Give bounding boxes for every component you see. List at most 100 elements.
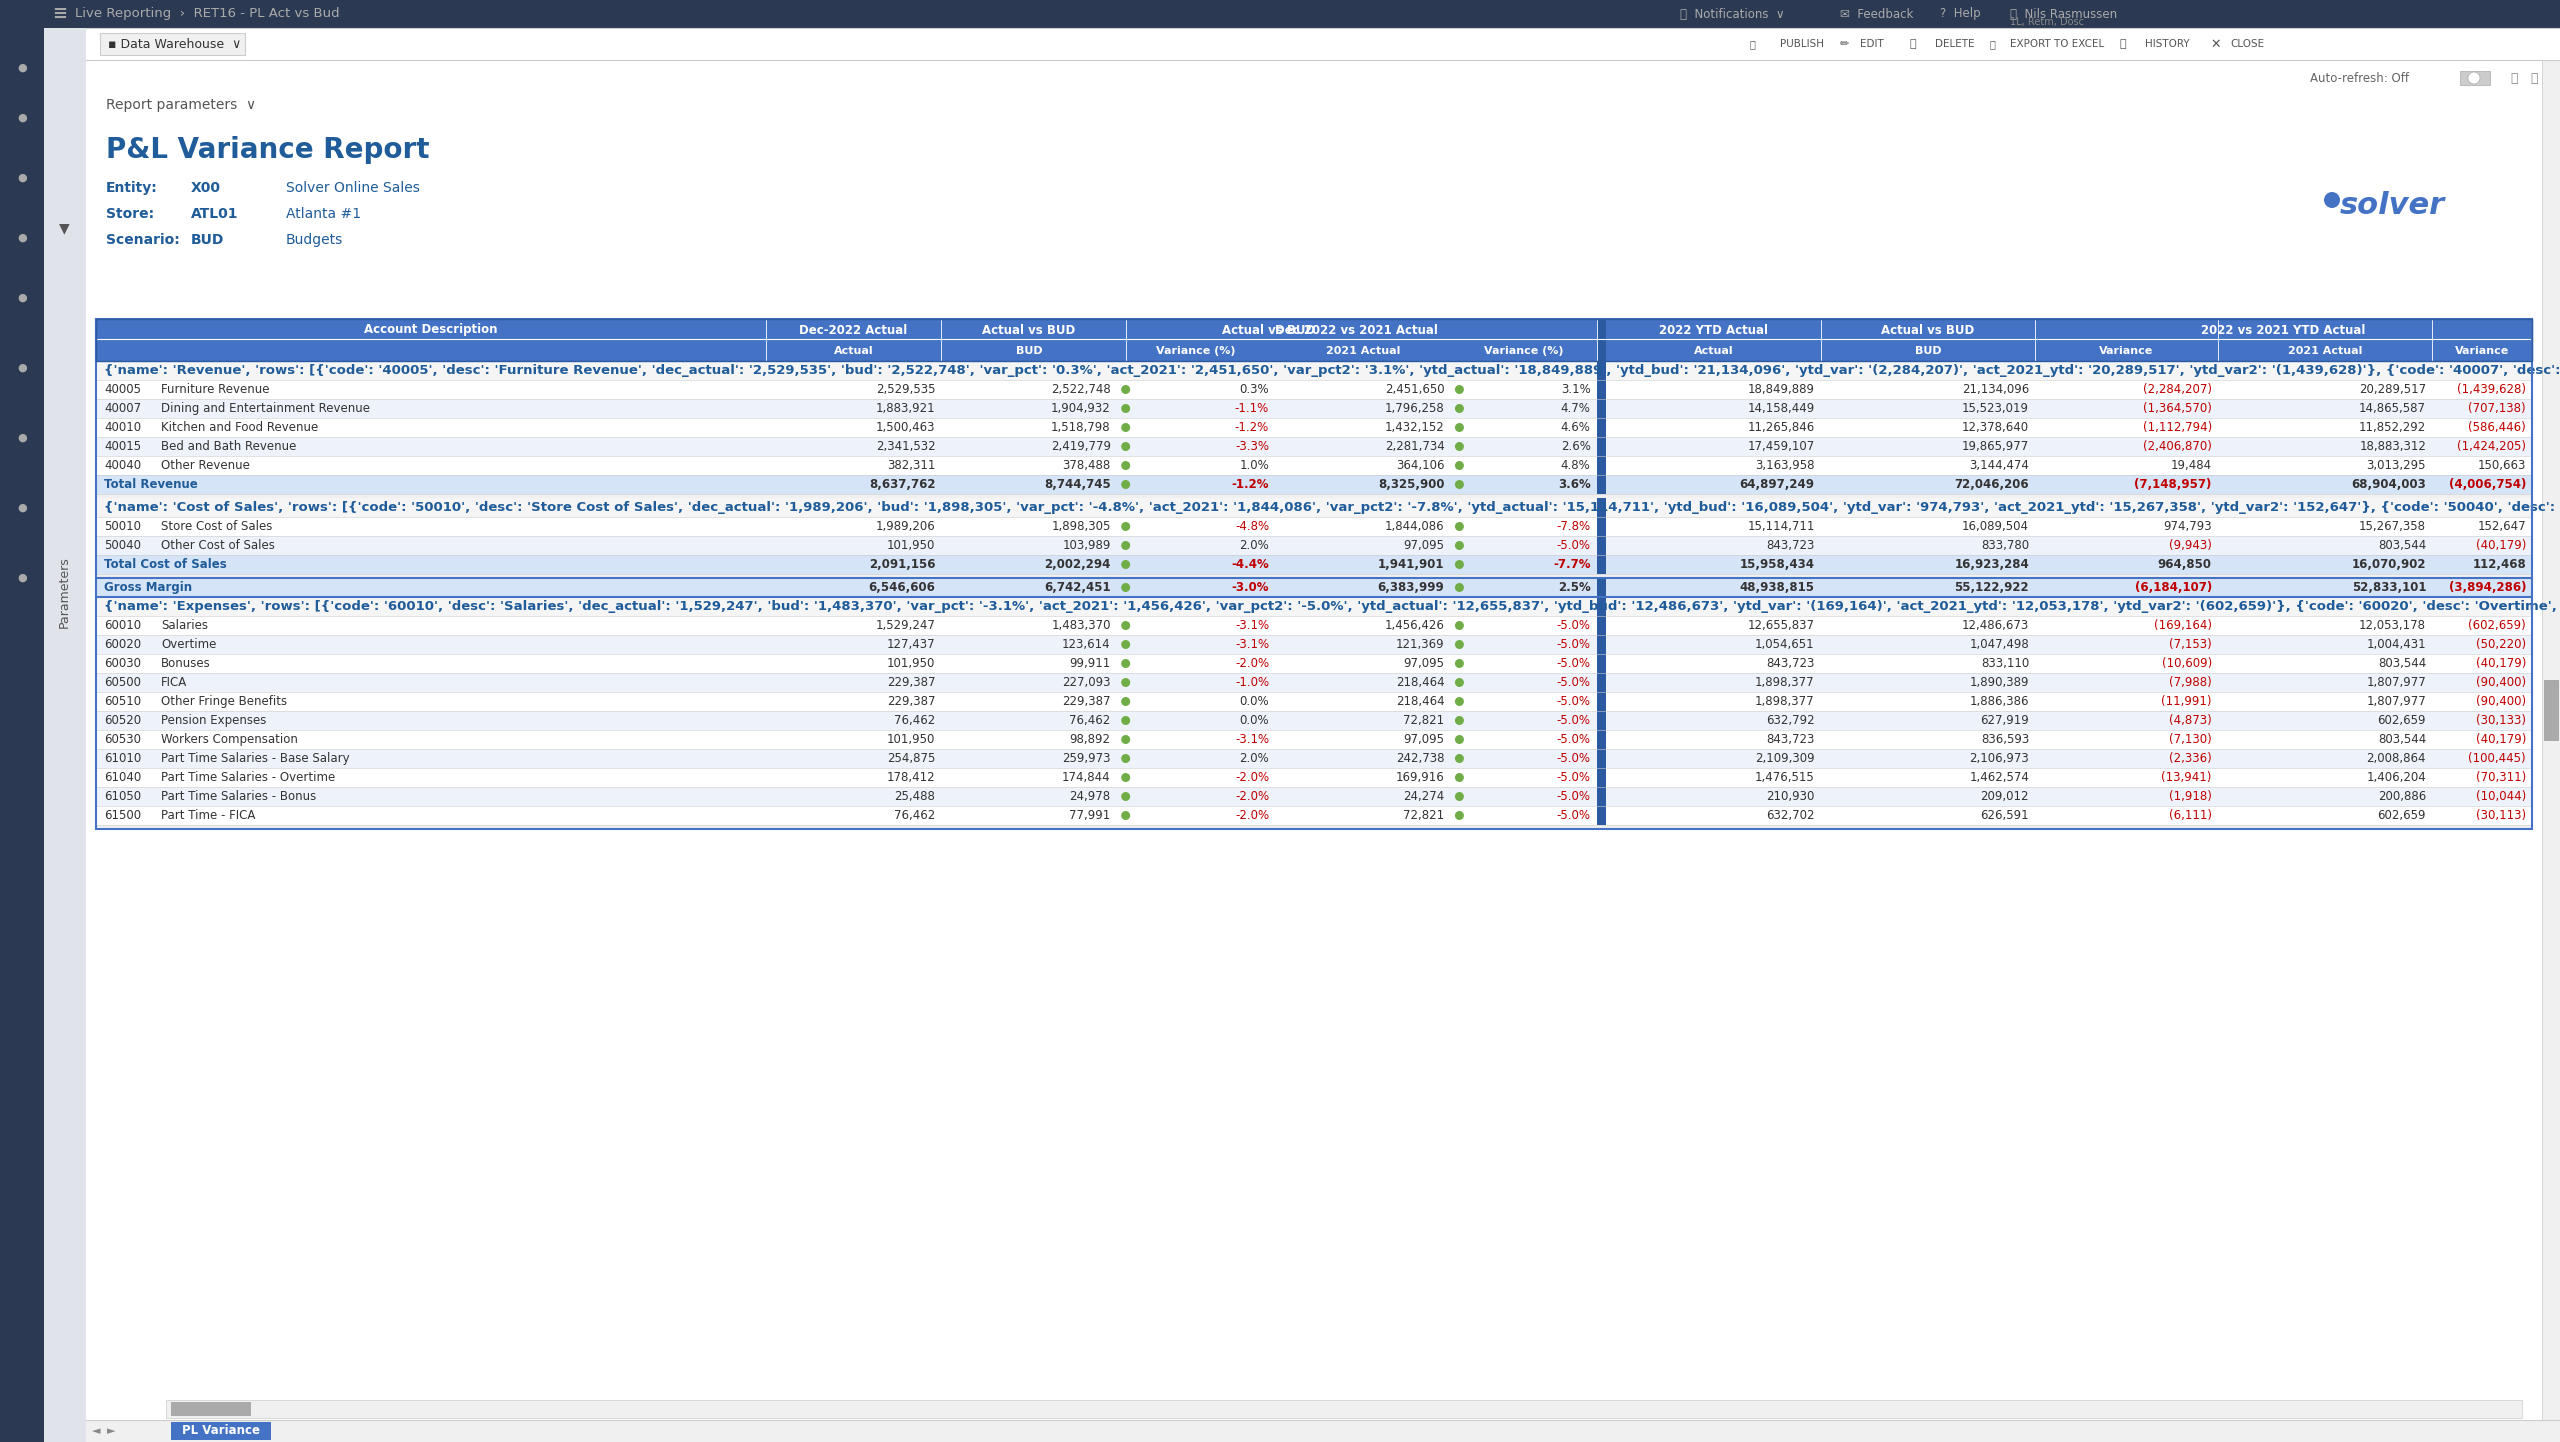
Text: 178,412: 178,412 [886, 771, 934, 784]
Text: 8,637,762: 8,637,762 [868, 477, 934, 490]
Text: 12,486,673: 12,486,673 [1961, 619, 2030, 632]
Text: Actual vs BUD: Actual vs BUD [1882, 323, 1974, 336]
Text: Dining and Entertainment Revenue: Dining and Entertainment Revenue [161, 402, 371, 415]
Circle shape [1454, 385, 1464, 394]
Text: Part Time Salaries - Overtime: Part Time Salaries - Overtime [161, 771, 335, 784]
Text: 76,462: 76,462 [1070, 714, 1111, 727]
Text: -1.2%: -1.2% [1234, 421, 1270, 434]
Text: 150,663: 150,663 [2478, 459, 2527, 472]
Circle shape [1121, 678, 1129, 686]
Text: 626,591: 626,591 [1981, 809, 2030, 822]
FancyBboxPatch shape [1597, 711, 1605, 730]
Text: 18,883,312: 18,883,312 [2360, 440, 2427, 453]
Text: 836,593: 836,593 [1981, 733, 2030, 746]
Text: (6,184,107): (6,184,107) [2135, 581, 2212, 594]
FancyBboxPatch shape [1597, 418, 1605, 437]
Text: 1,432,152: 1,432,152 [1385, 421, 1444, 434]
Text: 👤  Nils Rasmussen: 👤 Nils Rasmussen [2010, 7, 2117, 20]
Text: 60520: 60520 [105, 714, 141, 727]
Text: 1,989,206: 1,989,206 [876, 521, 934, 534]
Text: Bed and Bath Revenue: Bed and Bath Revenue [161, 440, 297, 453]
Text: 112,468: 112,468 [2473, 558, 2527, 571]
Circle shape [1121, 443, 1129, 451]
Text: 77,991: 77,991 [1070, 809, 1111, 822]
Text: Overtime: Overtime [161, 637, 218, 650]
FancyBboxPatch shape [1597, 399, 1605, 418]
FancyBboxPatch shape [1597, 748, 1605, 769]
Text: 1,500,463: 1,500,463 [876, 421, 934, 434]
Text: ✉  Feedback: ✉ Feedback [1841, 7, 1912, 20]
Text: 24,274: 24,274 [1403, 790, 1444, 803]
Circle shape [1454, 423, 1464, 433]
Text: HISTORY: HISTORY [2145, 39, 2189, 49]
Text: 602,659: 602,659 [2378, 714, 2427, 727]
Circle shape [1454, 522, 1464, 531]
FancyBboxPatch shape [1597, 497, 1605, 518]
Text: ⬜: ⬜ [2529, 72, 2537, 85]
FancyBboxPatch shape [97, 495, 2532, 497]
Circle shape [1454, 696, 1464, 707]
Text: 3,144,474: 3,144,474 [1969, 459, 2030, 472]
Text: (10,609): (10,609) [2161, 658, 2212, 671]
Text: BUD: BUD [192, 234, 225, 247]
Text: -3.3%: -3.3% [1234, 440, 1270, 453]
Text: Other Cost of Sales: Other Cost of Sales [161, 539, 274, 552]
FancyBboxPatch shape [97, 518, 2532, 536]
Text: 2.6%: 2.6% [1562, 440, 1590, 453]
Text: Part Time - FICA: Part Time - FICA [161, 809, 256, 822]
Text: 25,488: 25,488 [893, 790, 934, 803]
FancyBboxPatch shape [97, 319, 2532, 360]
Text: 72,821: 72,821 [1403, 714, 1444, 727]
FancyBboxPatch shape [1597, 769, 1605, 787]
Circle shape [1121, 810, 1129, 820]
Text: -4.8%: -4.8% [1234, 521, 1270, 534]
FancyBboxPatch shape [97, 456, 2532, 474]
Text: 61050: 61050 [105, 790, 141, 803]
FancyBboxPatch shape [1597, 474, 1605, 495]
Text: Furniture Revenue: Furniture Revenue [161, 384, 269, 397]
Text: (1,364,570): (1,364,570) [2143, 402, 2212, 415]
Text: Auto-refresh: Off: Auto-refresh: Off [2309, 72, 2409, 85]
Text: Variance: Variance [2099, 346, 2153, 356]
Text: 76,462: 76,462 [893, 809, 934, 822]
FancyBboxPatch shape [97, 634, 2532, 655]
Text: 121,369: 121,369 [1395, 637, 1444, 650]
Text: Pension Expenses: Pension Expenses [161, 714, 266, 727]
Circle shape [1121, 559, 1129, 570]
Text: 229,387: 229,387 [886, 676, 934, 689]
Text: 103,989: 103,989 [1062, 539, 1111, 552]
FancyBboxPatch shape [2460, 71, 2491, 85]
Circle shape [1454, 559, 1464, 570]
Text: (40,179): (40,179) [2476, 733, 2527, 746]
Text: Report parameters  ∨: Report parameters ∨ [105, 98, 256, 112]
Text: 97,095: 97,095 [1403, 539, 1444, 552]
Text: 1,462,574: 1,462,574 [1969, 771, 2030, 784]
FancyBboxPatch shape [97, 574, 2532, 578]
FancyBboxPatch shape [44, 27, 87, 1442]
Text: 227,093: 227,093 [1062, 676, 1111, 689]
Text: 40015: 40015 [105, 440, 141, 453]
Text: 169,916: 169,916 [1395, 771, 1444, 784]
Circle shape [1121, 385, 1129, 394]
Text: (50,220): (50,220) [2476, 637, 2527, 650]
Text: 229,387: 229,387 [886, 695, 934, 708]
FancyBboxPatch shape [166, 1400, 2522, 1417]
Text: 60500: 60500 [105, 676, 141, 689]
Text: 76,462: 76,462 [893, 714, 934, 727]
Text: 60530: 60530 [105, 733, 141, 746]
Text: (4,873): (4,873) [2168, 714, 2212, 727]
Text: ●: ● [18, 433, 26, 443]
FancyBboxPatch shape [172, 1422, 271, 1441]
Text: ●: ● [18, 503, 26, 513]
Text: 61010: 61010 [105, 751, 141, 766]
Text: -5.0%: -5.0% [1556, 637, 1590, 650]
Text: 843,723: 843,723 [1766, 733, 1815, 746]
Text: Total Revenue: Total Revenue [105, 477, 197, 490]
FancyBboxPatch shape [97, 399, 2532, 418]
Text: -3.1%: -3.1% [1234, 637, 1270, 650]
Circle shape [1121, 717, 1129, 725]
Text: 40005: 40005 [105, 384, 141, 397]
Text: -5.0%: -5.0% [1556, 790, 1590, 803]
Text: (3,894,286): (3,894,286) [2447, 581, 2527, 594]
Text: Gross Margin: Gross Margin [105, 581, 192, 594]
